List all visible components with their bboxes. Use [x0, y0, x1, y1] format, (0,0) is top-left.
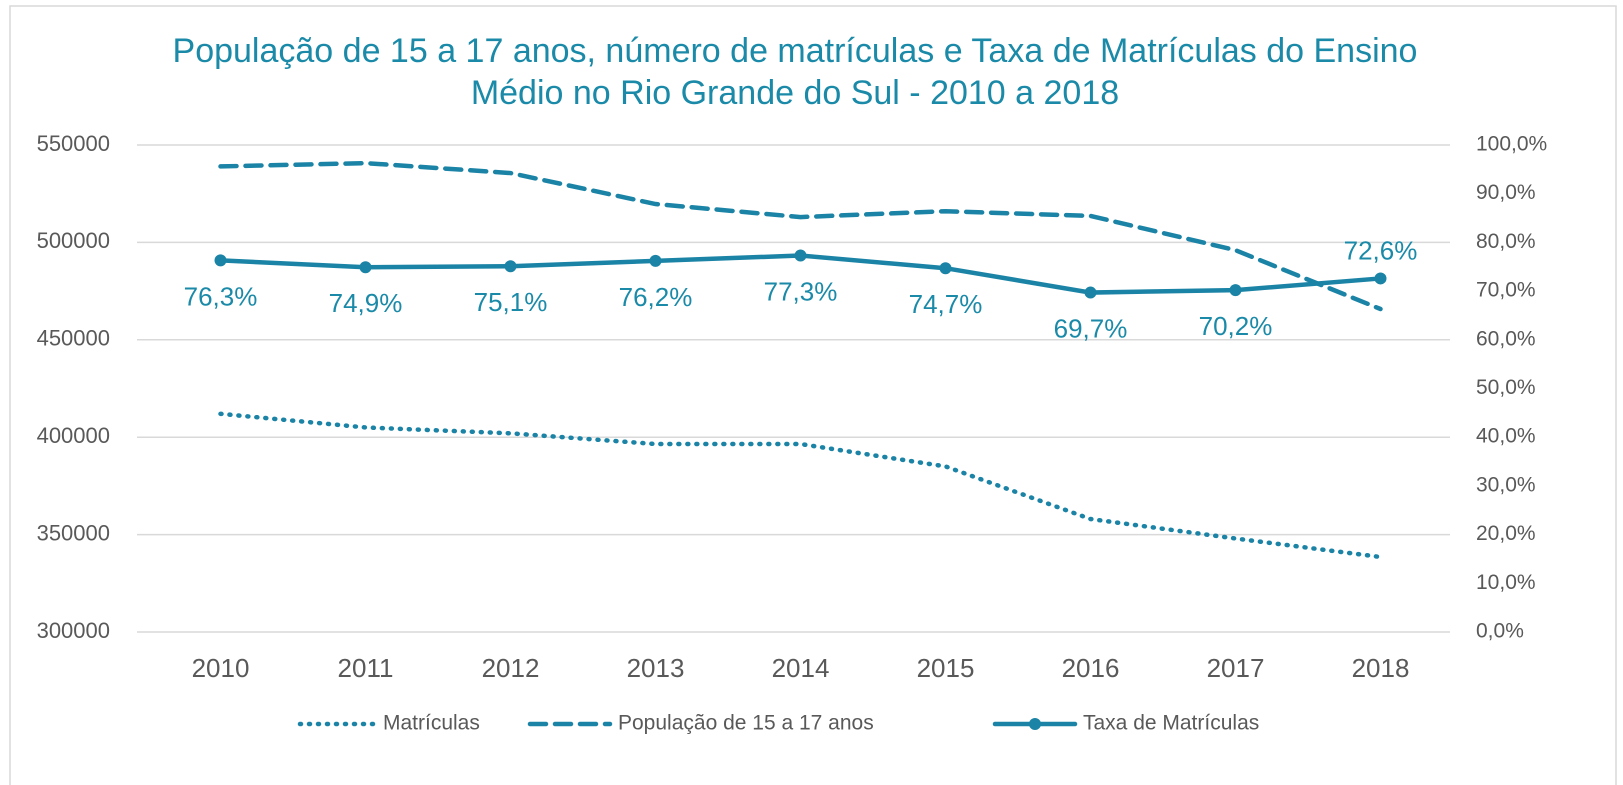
series-line: [218, 160, 1383, 312]
y2-tick-label: 30,0%: [1476, 473, 1536, 496]
y2-tick-label: 90,0%: [1476, 181, 1536, 204]
y-tick-label: 550000: [37, 131, 110, 156]
legend-label: Taxa de Matrículas: [1083, 712, 1259, 735]
data-point: [359, 261, 372, 274]
x-tick-label: 2010: [192, 653, 250, 683]
y2-tick-label: 50,0%: [1476, 376, 1536, 399]
data-label: 75,1%: [474, 287, 548, 317]
x-tick-label: 2017: [1207, 653, 1265, 683]
y2-tick-label: 10,0%: [1476, 571, 1536, 594]
y-tick-label: 450000: [37, 326, 110, 351]
data-point: [1374, 272, 1387, 285]
data-label: 74,9%: [329, 288, 403, 318]
x-tick-label: 2013: [627, 653, 685, 683]
data-point: [794, 249, 807, 262]
y-tick-label: 400000: [37, 423, 110, 448]
series-line: [218, 411, 1383, 560]
y-tick-label: 350000: [37, 520, 110, 545]
data-label: 69,7%: [1054, 313, 1128, 343]
legend-label: População de 15 a 17 anos: [618, 712, 874, 735]
x-tick-label: 2011: [338, 653, 394, 683]
y2-tick-label: 60,0%: [1476, 327, 1536, 350]
legend-marker: [1029, 718, 1041, 730]
x-tick-label: 2015: [917, 653, 975, 683]
data-point: [939, 262, 952, 275]
data-label: 70,2%: [1199, 311, 1273, 341]
x-tick-label: 2016: [1062, 653, 1120, 683]
y2-tick-label: 100,0%: [1476, 133, 1547, 156]
data-label: 76,2%: [619, 282, 693, 312]
x-tick-label: 2018: [1352, 653, 1410, 683]
y2-tick-label: 80,0%: [1476, 230, 1536, 253]
data-label: 77,3%: [764, 276, 838, 306]
x-tick-label: 2012: [482, 653, 540, 683]
data-label: 72,6%: [1344, 235, 1418, 265]
x-tick-label: 2014: [772, 653, 830, 683]
data-point: [504, 260, 517, 273]
y2-tick-label: 70,0%: [1476, 279, 1536, 302]
data-label: 76,3%: [184, 281, 258, 311]
data-label: 74,7%: [909, 289, 983, 319]
y-tick-label: 500000: [37, 228, 110, 253]
y2-tick-label: 40,0%: [1476, 425, 1536, 448]
data-point: [214, 254, 227, 267]
y2-tick-label: 20,0%: [1476, 522, 1536, 545]
legend-label: Matrículas: [383, 712, 480, 735]
chart-title: População de 15 a 17 anos, número de mat…: [172, 32, 1418, 112]
data-point: [1229, 284, 1242, 297]
y2-tick-label: 0,0%: [1476, 620, 1524, 643]
chart-border: [9, 5, 1617, 785]
data-point: [649, 254, 662, 267]
y-tick-label: 300000: [37, 618, 110, 643]
data-point: [1084, 286, 1097, 299]
